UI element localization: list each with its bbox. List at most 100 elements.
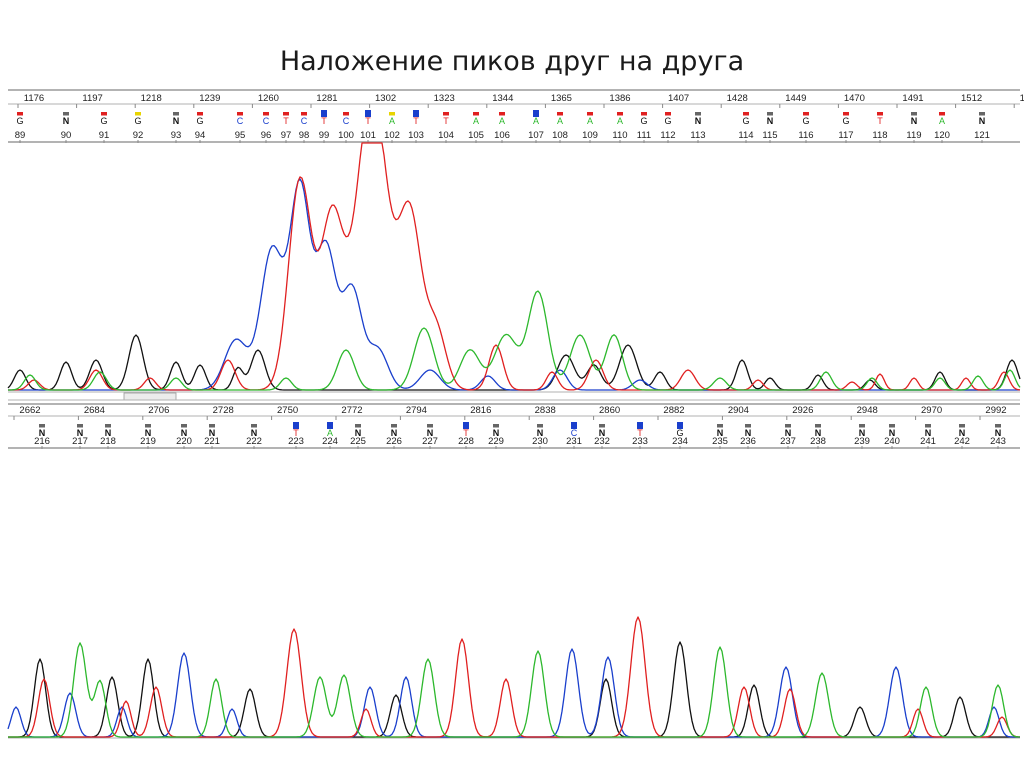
- scan-tick-label: 1344: [492, 93, 513, 104]
- base-position-label: 233: [632, 436, 648, 447]
- trace-a-upper: [8, 290, 1021, 391]
- base-call-letter: G: [196, 116, 203, 126]
- base-call-letter: G: [664, 116, 671, 126]
- quality-marker: [493, 424, 499, 428]
- base-call-letter: A: [939, 116, 945, 126]
- quality-marker: [391, 424, 397, 428]
- scan-tick-label: 2948: [857, 405, 878, 416]
- quality-marker: [301, 112, 307, 116]
- scan-tick-label: 2750: [277, 405, 298, 416]
- base-call-letter: N: [859, 428, 866, 438]
- scan-tick-label: 2970: [921, 405, 942, 416]
- scan-tick-label: 2838: [535, 405, 556, 416]
- scan-tick-label: 2728: [213, 405, 234, 416]
- base-position-label: 95: [235, 130, 246, 141]
- quality-marker: [785, 424, 791, 428]
- base-position-label: 110: [612, 130, 627, 141]
- base-call-letter: N: [785, 428, 792, 438]
- quality-marker: [959, 424, 965, 428]
- quality-marker: [995, 424, 1001, 428]
- base-position-label: 222: [246, 436, 262, 447]
- scan-tick-label: 1302: [375, 93, 396, 104]
- base-call-letter: C: [263, 116, 270, 126]
- quality-marker: [843, 112, 849, 116]
- base-call-letter: T: [293, 428, 299, 438]
- base-call-letter: N: [105, 428, 112, 438]
- scan-tick-label: 2904: [728, 405, 749, 416]
- base-call-letter: N: [209, 428, 216, 438]
- base-call-letter: N: [145, 428, 152, 438]
- base-position-label: 227: [422, 436, 438, 447]
- base-call-letter: N: [959, 428, 966, 438]
- base-call-letter: N: [889, 428, 896, 438]
- base-position-label: 220: [176, 436, 192, 447]
- base-position-label: 237: [780, 436, 796, 447]
- quality-marker: [365, 110, 371, 117]
- base-position-label: 117: [838, 130, 853, 141]
- base-position-label: 221: [204, 436, 220, 447]
- quality-marker: [717, 424, 723, 428]
- quality-marker: [389, 112, 395, 116]
- base-position-label: 238: [810, 436, 826, 447]
- scan-tick-label: 1449: [785, 93, 806, 104]
- base-position-label: 241: [920, 436, 936, 447]
- base-position-label: 234: [672, 436, 688, 447]
- base-call-letter: N: [815, 428, 822, 438]
- base-position-label: 115: [762, 130, 777, 141]
- base-call-letter: N: [173, 116, 180, 126]
- base-position-label: 91: [99, 130, 110, 141]
- quality-marker: [767, 112, 773, 116]
- scan-tick-label: 2772: [341, 405, 362, 416]
- quality-marker: [173, 112, 179, 116]
- base-call-letter: T: [463, 428, 469, 438]
- scan-tick-label: 1260: [258, 93, 279, 104]
- base-position-label: 107: [528, 130, 544, 141]
- quality-marker: [745, 424, 751, 428]
- scan-tick-label: 1239: [199, 93, 220, 104]
- base-call-letter: T: [443, 116, 449, 126]
- trace-a-lower: [8, 642, 1021, 738]
- quality-marker: [463, 422, 469, 429]
- base-call-letter: A: [587, 116, 593, 126]
- base-position-label: 106: [494, 130, 510, 141]
- base-call-letter: G: [742, 116, 749, 126]
- quality-marker: [803, 112, 809, 116]
- scan-tick-label: 2992: [985, 405, 1006, 416]
- base-call-letter: N: [767, 116, 774, 126]
- base-call-letter: G: [802, 116, 809, 126]
- base-call-letter: T: [877, 116, 883, 126]
- trace-t-upper: [8, 142, 1021, 391]
- scan-tick-label: 2794: [406, 405, 427, 416]
- scan-tick-label: 1407: [668, 93, 689, 104]
- base-position-label: 89: [15, 130, 26, 141]
- trace-t-lower: [8, 616, 1021, 738]
- base-call-letter: G: [640, 116, 647, 126]
- base-position-label: 236: [740, 436, 756, 447]
- base-call-letter: N: [427, 428, 434, 438]
- base-call-letter: G: [676, 428, 683, 438]
- scan-tick-label: 1323: [434, 93, 455, 104]
- quality-marker: [571, 422, 577, 429]
- quality-marker: [181, 424, 187, 428]
- quality-marker: [209, 424, 215, 428]
- quality-marker: [343, 112, 349, 116]
- base-call-letter: N: [995, 428, 1002, 438]
- base-position-label: 90: [61, 130, 72, 141]
- base-position-label: 108: [552, 130, 568, 141]
- quality-marker: [293, 422, 299, 429]
- quality-marker: [925, 424, 931, 428]
- base-call-letter: N: [745, 428, 752, 438]
- quality-marker: [859, 424, 865, 428]
- upper-scrollbar-thumb[interactable]: [123, 392, 177, 401]
- base-position-label: 223: [288, 436, 304, 447]
- quality-marker: [743, 112, 749, 116]
- base-position-label: 232: [594, 436, 610, 447]
- scan-tick-label: 1512: [961, 93, 982, 104]
- base-call-letter: N: [979, 116, 986, 126]
- base-position-label: 242: [954, 436, 970, 447]
- quality-marker: [327, 422, 333, 429]
- quality-marker: [237, 112, 243, 116]
- quality-marker: [145, 424, 151, 428]
- base-position-label: 225: [350, 436, 366, 447]
